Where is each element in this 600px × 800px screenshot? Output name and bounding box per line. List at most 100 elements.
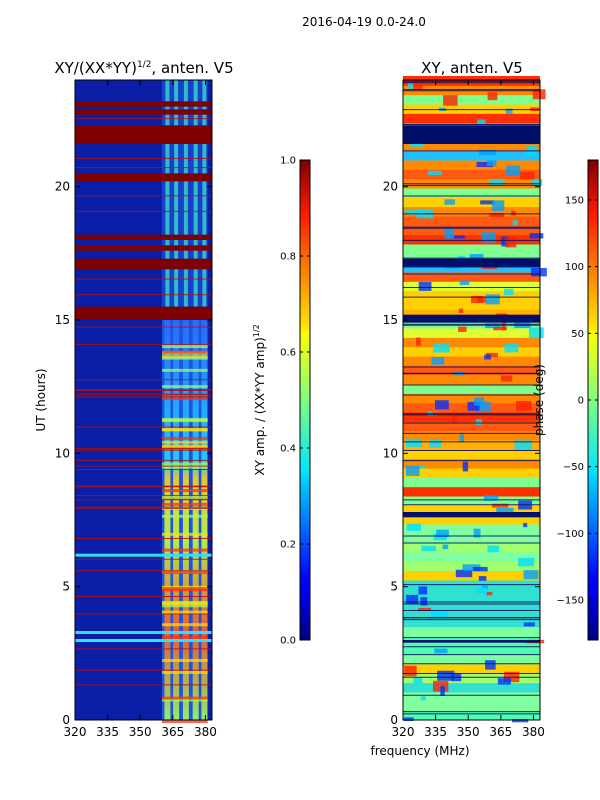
phase-patch [419,465,426,469]
phase-band [403,505,540,516]
phase-band [403,542,540,553]
phase-patch [528,327,544,339]
phase-band [403,496,540,506]
phase-band [403,654,540,665]
phase-band [403,113,540,124]
phase-heatmap-marks [403,76,547,723]
phase-band [403,468,540,478]
amplitude-hot-patch [161,489,208,493]
amplitude-colorbar-tick-label: 0.2 [280,540,296,551]
amplitude-bright-column [174,80,179,307]
amplitude-bright-column [202,80,207,307]
amplitude-axes: 320 335 350 365 380 0 5 10 15 20 [55,80,217,739]
phase-patch [443,95,458,106]
amplitude-bright-column [193,80,198,307]
phase-patch [530,267,547,277]
amplitude-colorbar-tick-label: 0.4 [280,444,296,455]
amplitude-hot-patch [161,532,208,536]
amplitude-hot-patch [161,465,208,469]
phase-band [403,626,540,637]
phase-patch [485,352,498,358]
phase-band [403,701,540,712]
amplitude-bright-column [173,320,180,720]
amplitude-colorbar-gradient [299,159,311,641]
phase-patch [485,660,496,670]
phase-patch [473,397,484,406]
phase-patch [477,296,487,303]
phase-band [403,533,540,544]
phase-band [403,300,540,310]
phase-patch [487,545,500,553]
phase-patch [405,465,420,476]
phase-patch [481,232,496,243]
phase-patch [505,108,513,114]
phase-patch [462,461,469,472]
phase-band [403,374,540,385]
amplitude-saturated-band [75,234,212,240]
amplitude-colorbar: 0.0 0.2 0.4 0.6 0.8 1.0 XY amp. / (XX*YY amp)… [252,156,311,647]
phase-patch [523,523,528,528]
amplitude-bright-column [192,320,199,720]
amplitude-colorbar-tick-label: 0.8 [280,252,296,263]
phase-band [403,197,540,208]
phase-band [403,309,540,320]
phase-colorbar-ticks: −150 −100 −50 0 50 100 150 [557,196,598,607]
phase-patch [467,401,480,411]
phase-patch [420,597,428,606]
phase-patch [413,677,423,684]
phase-patch [488,178,505,186]
figure-title: 2016-04-19 0.0-24.0 [302,15,426,29]
phase-patch [505,237,517,248]
phase-band [403,169,540,180]
phase-band [403,710,540,721]
amplitude-colorbar-label: XY amp. / (XX*YY amp)1/2 [252,324,267,475]
phase-band [403,430,540,441]
phase-patch [421,545,437,552]
amplitude-panel: XY/(XX*YY)1/2, anten. V5 320 335 350 365 380… [34,59,234,739]
phase-patch [437,670,455,681]
phase-patch [484,495,499,501]
phase-colorbar-tick-label: 50 [571,329,584,340]
phase-band [403,608,540,618]
amplitude-hot-patch [161,345,208,349]
phase-patch [480,200,495,205]
phase-ytick-label: 5 [390,580,398,594]
phase-patch [476,587,487,594]
amplitude-panel-title: XY/(XX*YY)1/2, anten. V5 [54,59,233,77]
phase-dark-band [403,125,540,144]
amplitude-hot-patch [161,610,208,614]
phase-patch [512,220,518,226]
phase-patch [450,235,465,239]
amplitude-bright-column [182,320,189,720]
amplitude-ytick-label: 10 [55,446,70,460]
phase-patch [492,200,505,212]
amplitude-hot-patch [161,428,208,432]
phase-xtick-label: 320 [392,725,415,739]
phase-patch [504,288,514,296]
phase-patch [478,149,497,156]
phase-patch [444,199,455,205]
phase-patch [434,400,449,410]
phase-xtick-label: 350 [457,725,480,739]
phase-band [403,664,540,674]
phase-patch [516,400,532,411]
phase-band [403,617,540,628]
amplitude-bright-column [165,80,170,307]
phase-patch [403,717,414,722]
phase-patch [523,570,539,580]
phase-patch [501,236,509,247]
phase-band [403,673,540,684]
phase-band [403,486,540,497]
phase-patch [458,326,467,332]
phase-dark-band [403,640,540,643]
phase-patch [487,160,497,167]
phase-xtick-label: 335 [424,725,447,739]
phase-patch [469,254,484,261]
phase-ytick-label: 0 [390,713,398,727]
phase-band [403,440,540,450]
amplitude-bright-row [75,631,212,634]
amplitude-bright-column [201,320,208,720]
amplitude-hot-patch [161,385,208,389]
amplitude-hot-patch [161,635,208,639]
amplitude-hot-patch [161,602,208,606]
